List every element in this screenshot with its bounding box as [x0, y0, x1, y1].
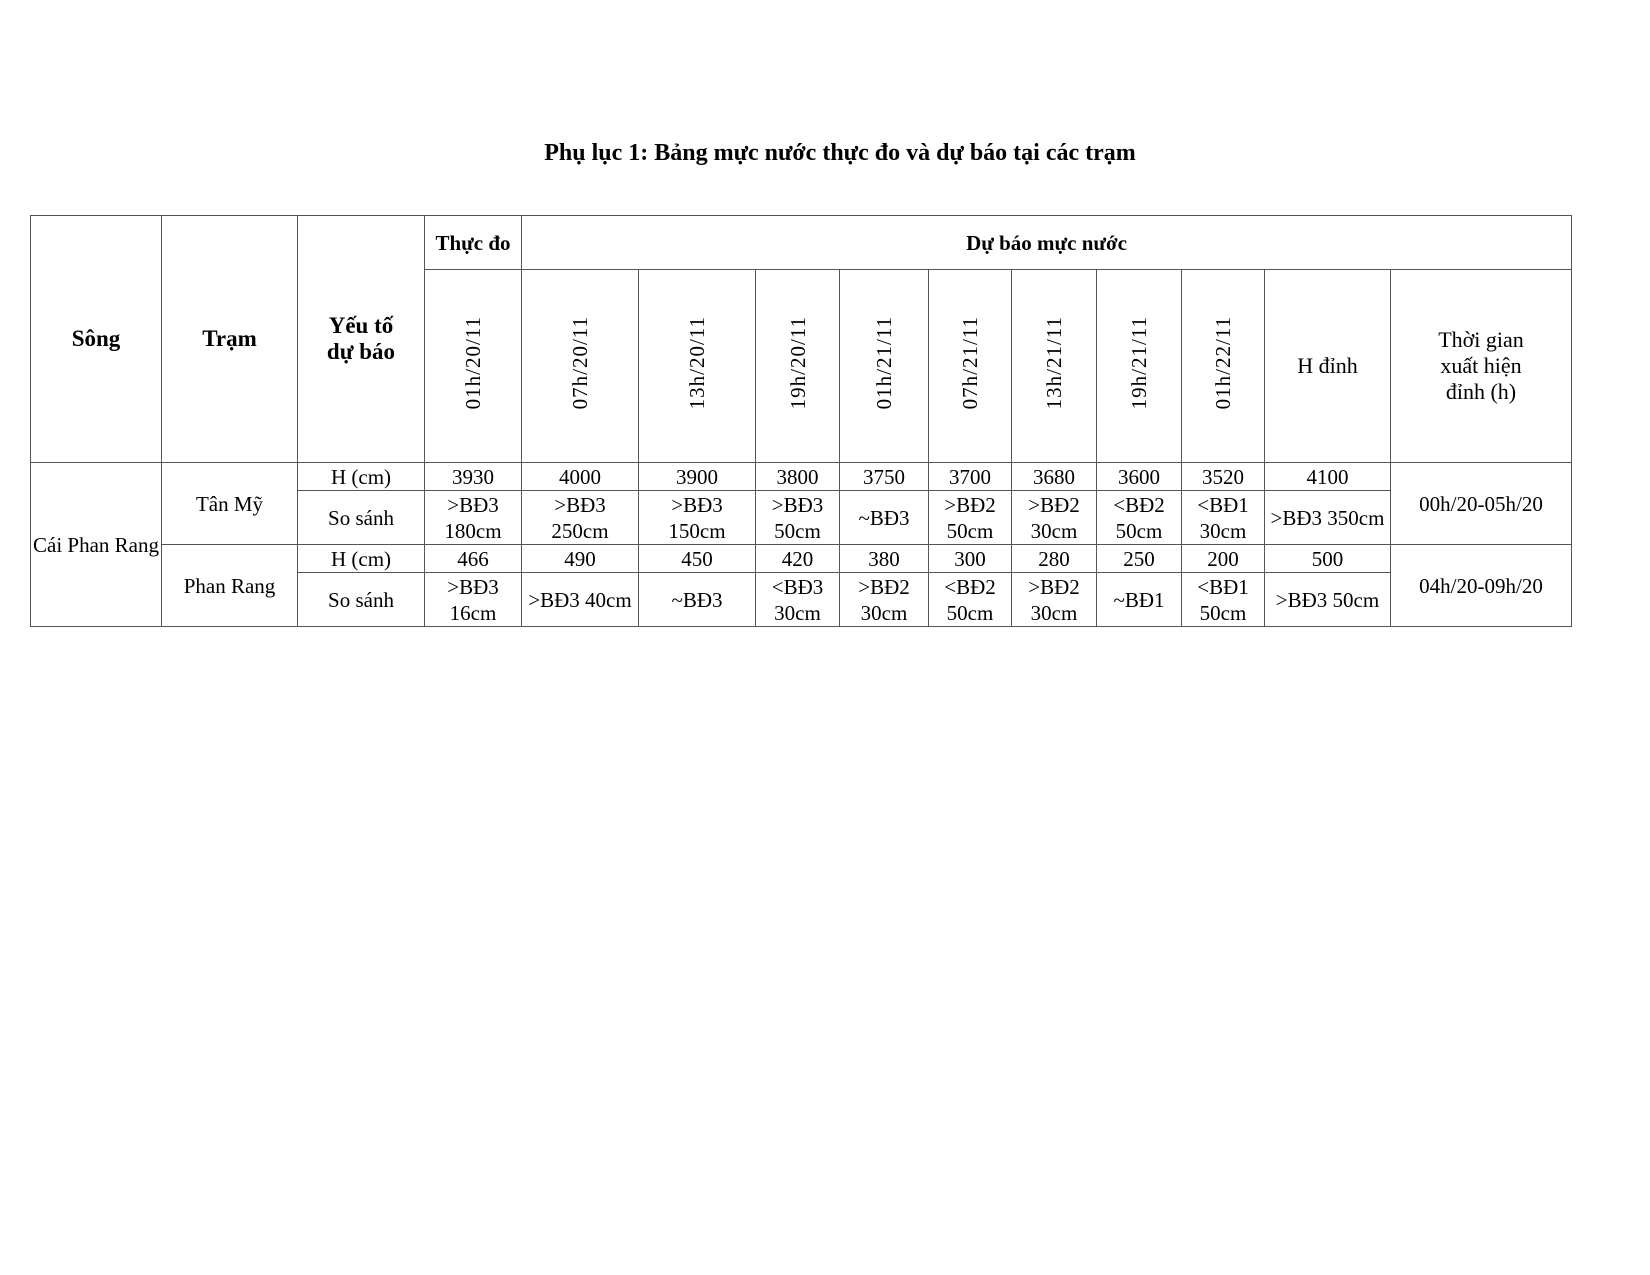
h-value: 380 — [839, 544, 929, 573]
header-time: 19h/20/11 — [755, 269, 840, 463]
row-label: H (cm) — [297, 462, 425, 491]
header-time: 19h/21/11 — [1096, 269, 1182, 463]
header-h-dinh: H đỉnh — [1264, 269, 1391, 463]
header-time: 01h/20/11 — [424, 269, 522, 463]
compare-value: <BĐ1 30cm — [1181, 490, 1265, 545]
h-value: 3700 — [928, 462, 1012, 491]
h-value: 466 — [424, 544, 522, 573]
compare-value: <BĐ2 50cm — [1096, 490, 1182, 545]
h-value: 4000 — [521, 462, 639, 491]
compare-value: >BĐ2 30cm — [839, 572, 929, 627]
h-value: 4100 — [1264, 462, 1391, 491]
row-label: So sánh — [297, 572, 425, 627]
header-tram: Trạm — [161, 215, 298, 463]
h-value: 3930 — [424, 462, 522, 491]
compare-value: >BĐ2 30cm — [1011, 490, 1097, 545]
station-name: Phan Rang — [161, 544, 298, 627]
river-name: Cái Phan Rang — [30, 462, 162, 627]
compare-value: >BĐ3 16cm — [424, 572, 522, 627]
header-time: 07h/21/11 — [928, 269, 1012, 463]
h-value: 3600 — [1096, 462, 1182, 491]
station-name: Tân Mỹ — [161, 462, 298, 545]
header-time: 01h/22/11 — [1181, 269, 1265, 463]
header-song: Sông — [30, 215, 162, 463]
row-label: H (cm) — [297, 544, 425, 573]
h-value: 500 — [1264, 544, 1391, 573]
row-label: So sánh — [297, 490, 425, 545]
h-value: 200 — [1181, 544, 1265, 573]
compare-value: <BĐ1 50cm — [1181, 572, 1265, 627]
compare-value: >BĐ2 50cm — [928, 490, 1012, 545]
header-time: 13h/21/11 — [1011, 269, 1097, 463]
h-value: 280 — [1011, 544, 1097, 573]
compare-value: >BĐ2 30cm — [1011, 572, 1097, 627]
compare-value: >BĐ3 250cm — [521, 490, 639, 545]
compare-value: <BĐ2 50cm — [928, 572, 1012, 627]
page-title: Phụ lục 1: Bảng mực nước thực đo và dự b… — [544, 140, 1136, 166]
h-value: 490 — [521, 544, 639, 573]
compare-value: ~BĐ1 — [1096, 572, 1182, 627]
header-time: 13h/20/11 — [638, 269, 756, 463]
compare-value: >BĐ3 350cm — [1264, 490, 1391, 545]
h-value: 450 — [638, 544, 756, 573]
compare-value: >BĐ3 180cm — [424, 490, 522, 545]
h-value: 3520 — [1181, 462, 1265, 491]
h-value: 300 — [928, 544, 1012, 573]
compare-value: >BĐ3 40cm — [521, 572, 639, 627]
compare-value: >BĐ3 150cm — [638, 490, 756, 545]
peak-time: 00h/20-05h/20 — [1390, 462, 1572, 545]
compare-value: >BĐ3 50cm — [755, 490, 840, 545]
header-time: 07h/20/11 — [521, 269, 639, 463]
h-value: 3800 — [755, 462, 840, 491]
compare-value: ~BĐ3 — [839, 490, 929, 545]
header-thuc-do: Thực đo — [424, 215, 522, 270]
header-thoi-gian: Thời gian xuất hiện đỉnh (h) — [1390, 269, 1572, 463]
h-value: 3900 — [638, 462, 756, 491]
h-value: 3680 — [1011, 462, 1097, 491]
compare-value: ~BĐ3 — [638, 572, 756, 627]
compare-value: >BĐ3 50cm — [1264, 572, 1391, 627]
compare-value: <BĐ3 30cm — [755, 572, 840, 627]
water-level-table: Sông Trạm Yếu tố dự báo Thực đo Dự báo m… — [30, 215, 1572, 627]
h-value: 250 — [1096, 544, 1182, 573]
h-value: 3750 — [839, 462, 929, 491]
peak-time: 04h/20-09h/20 — [1390, 544, 1572, 627]
header-time: 01h/21/11 — [839, 269, 929, 463]
header-yeu-to: Yếu tố dự báo — [297, 215, 425, 463]
header-du-bao: Dự báo mực nước — [521, 215, 1572, 270]
h-value: 420 — [755, 544, 840, 573]
